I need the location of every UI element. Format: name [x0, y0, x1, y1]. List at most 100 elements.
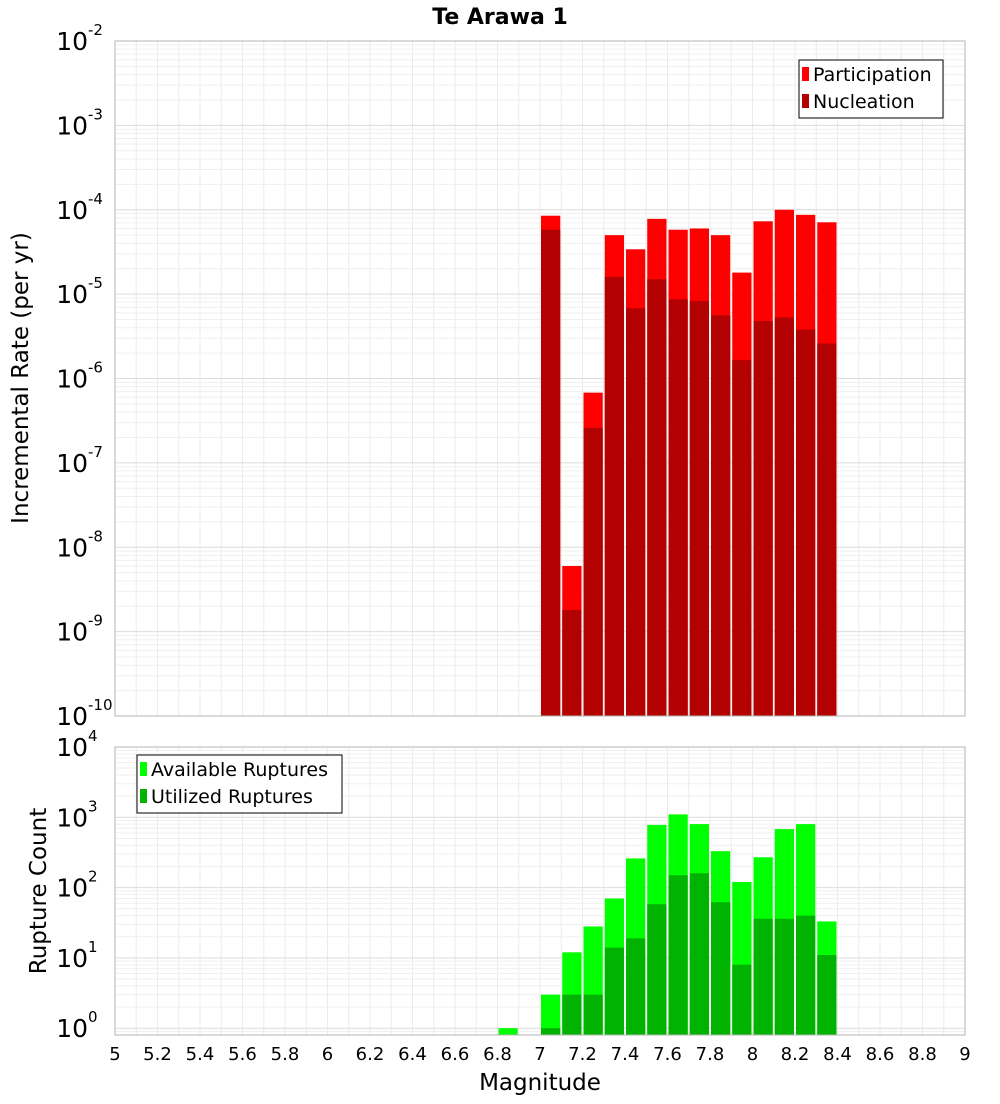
bottom-legend: Available Ruptures Utilized Ruptures [136, 754, 343, 814]
y-tick-exponent: 3 [88, 797, 98, 815]
bar [753, 918, 773, 1035]
y-tick-exponent: -2 [88, 21, 103, 39]
x-tick-label: 6.4 [398, 1044, 427, 1065]
y-tick-label: 10 3 [56, 797, 97, 832]
x-tick-label: 5.4 [186, 1044, 215, 1065]
bar [583, 994, 603, 1035]
bar [796, 329, 816, 716]
legend-label: Participation [813, 64, 932, 86]
bar [498, 1028, 518, 1035]
y-tick-base: 10 [56, 196, 88, 225]
x-tick-label: 6.2 [356, 1044, 385, 1065]
y-tick-label: 10 -7 [56, 443, 103, 478]
y-tick-base: 10 [56, 803, 88, 832]
y-tick-label: 10 -2 [56, 21, 103, 56]
bar [817, 343, 837, 716]
bar [541, 994, 561, 1035]
x-tick-label: 9 [959, 1044, 970, 1065]
x-tick-label: 5.8 [271, 1044, 300, 1065]
y-tick-exponent: 2 [88, 868, 98, 886]
bar [604, 947, 624, 1035]
y-tick-exponent: -8 [88, 527, 103, 545]
chart-title: Te Arawa 1 [432, 5, 568, 30]
bar [626, 938, 646, 1035]
bottom-series-2 [541, 873, 837, 1035]
bar [647, 279, 667, 716]
bar [753, 321, 773, 716]
bar [626, 308, 646, 716]
x-tick-label: 7.2 [568, 1044, 597, 1065]
bottom-plot-frame [114, 746, 966, 1036]
y-tick-base: 10 [56, 618, 88, 647]
x-tick-label: 8 [747, 1044, 758, 1065]
bar [668, 299, 688, 716]
legend-swatch [802, 94, 809, 108]
bar [711, 902, 731, 1035]
bar [668, 875, 688, 1035]
legend-swatch [140, 762, 147, 776]
bar [732, 360, 752, 716]
legend-label: Available Ruptures [151, 759, 328, 781]
y-tick-exponent: -5 [88, 274, 103, 292]
y-tick-label: 10 2 [56, 868, 97, 903]
y-tick-label: 10 4 [56, 727, 97, 762]
top-y-axis-label: Incremental Rate (per yr) [8, 232, 34, 524]
x-tick-label: 6 [322, 1044, 333, 1065]
legend-swatch [802, 67, 809, 81]
legend-box [798, 59, 944, 119]
x-tick-label: 8.6 [866, 1044, 895, 1065]
bar [774, 918, 794, 1035]
y-tick-label: 10 -5 [56, 274, 103, 309]
legend-label: Utilized Ruptures [151, 786, 313, 808]
bar [541, 1028, 561, 1035]
y-tick-exponent: -6 [88, 359, 103, 377]
y-tick-exponent: -4 [88, 190, 103, 208]
y-tick-exponent: -3 [88, 105, 103, 123]
y-tick-base: 10 [56, 449, 88, 478]
top-plot-frame [114, 40, 966, 717]
bar [541, 229, 561, 717]
y-tick-exponent: -7 [88, 443, 103, 461]
x-tick-label: 7.8 [696, 1044, 725, 1065]
y-tick-label: 10 -9 [56, 612, 103, 647]
y-tick-label: 10 -4 [56, 190, 103, 225]
bar [774, 317, 794, 716]
top-legend: Participation Nucleation [798, 59, 944, 119]
y-tick-label: 10 -10 [56, 696, 112, 731]
legend-box [136, 754, 343, 814]
bar [647, 904, 667, 1035]
y-tick-label: 10 -8 [56, 527, 103, 562]
y-tick-exponent: -10 [88, 696, 113, 714]
y-tick-label: 10 -6 [56, 359, 103, 394]
x-tick-label: 5.6 [228, 1044, 257, 1065]
x-tick-label: 7.6 [653, 1044, 682, 1065]
x-tick-label: 8.4 [823, 1044, 852, 1065]
y-tick-base: 10 [56, 944, 88, 973]
top-series-2 [541, 229, 837, 717]
legend-label: Nucleation [813, 91, 915, 113]
y-tick-base: 10 [56, 365, 88, 394]
y-tick-exponent: 1 [88, 938, 98, 956]
y-tick-base: 10 [56, 280, 88, 309]
top-gridlines [114, 40, 966, 717]
y-tick-base: 10 [56, 27, 88, 56]
y-tick-label: 10 0 [56, 1008, 97, 1043]
y-tick-label: 10 1 [56, 938, 97, 973]
bar [689, 873, 709, 1035]
x-tick-label: 5.2 [143, 1044, 172, 1065]
y-tick-base: 10 [56, 733, 88, 762]
x-tick-label: 8.2 [781, 1044, 810, 1065]
x-tick-labels: 5 5.2 5.4 5.6 5.8 6 6.2 6.4 6.6 6.8 7 7.2 7.4 7.6 7.8 8… [109, 1044, 970, 1065]
legend-swatch [140, 789, 147, 803]
bar [711, 315, 731, 716]
x-tick-label: 8.8 [908, 1044, 937, 1065]
x-tick-label: 7.4 [611, 1044, 640, 1065]
y-tick-base: 10 [56, 702, 88, 731]
x-axis-label: Magnitude [479, 1070, 601, 1096]
bar [796, 915, 816, 1035]
x-tick-label: 5 [109, 1044, 120, 1065]
